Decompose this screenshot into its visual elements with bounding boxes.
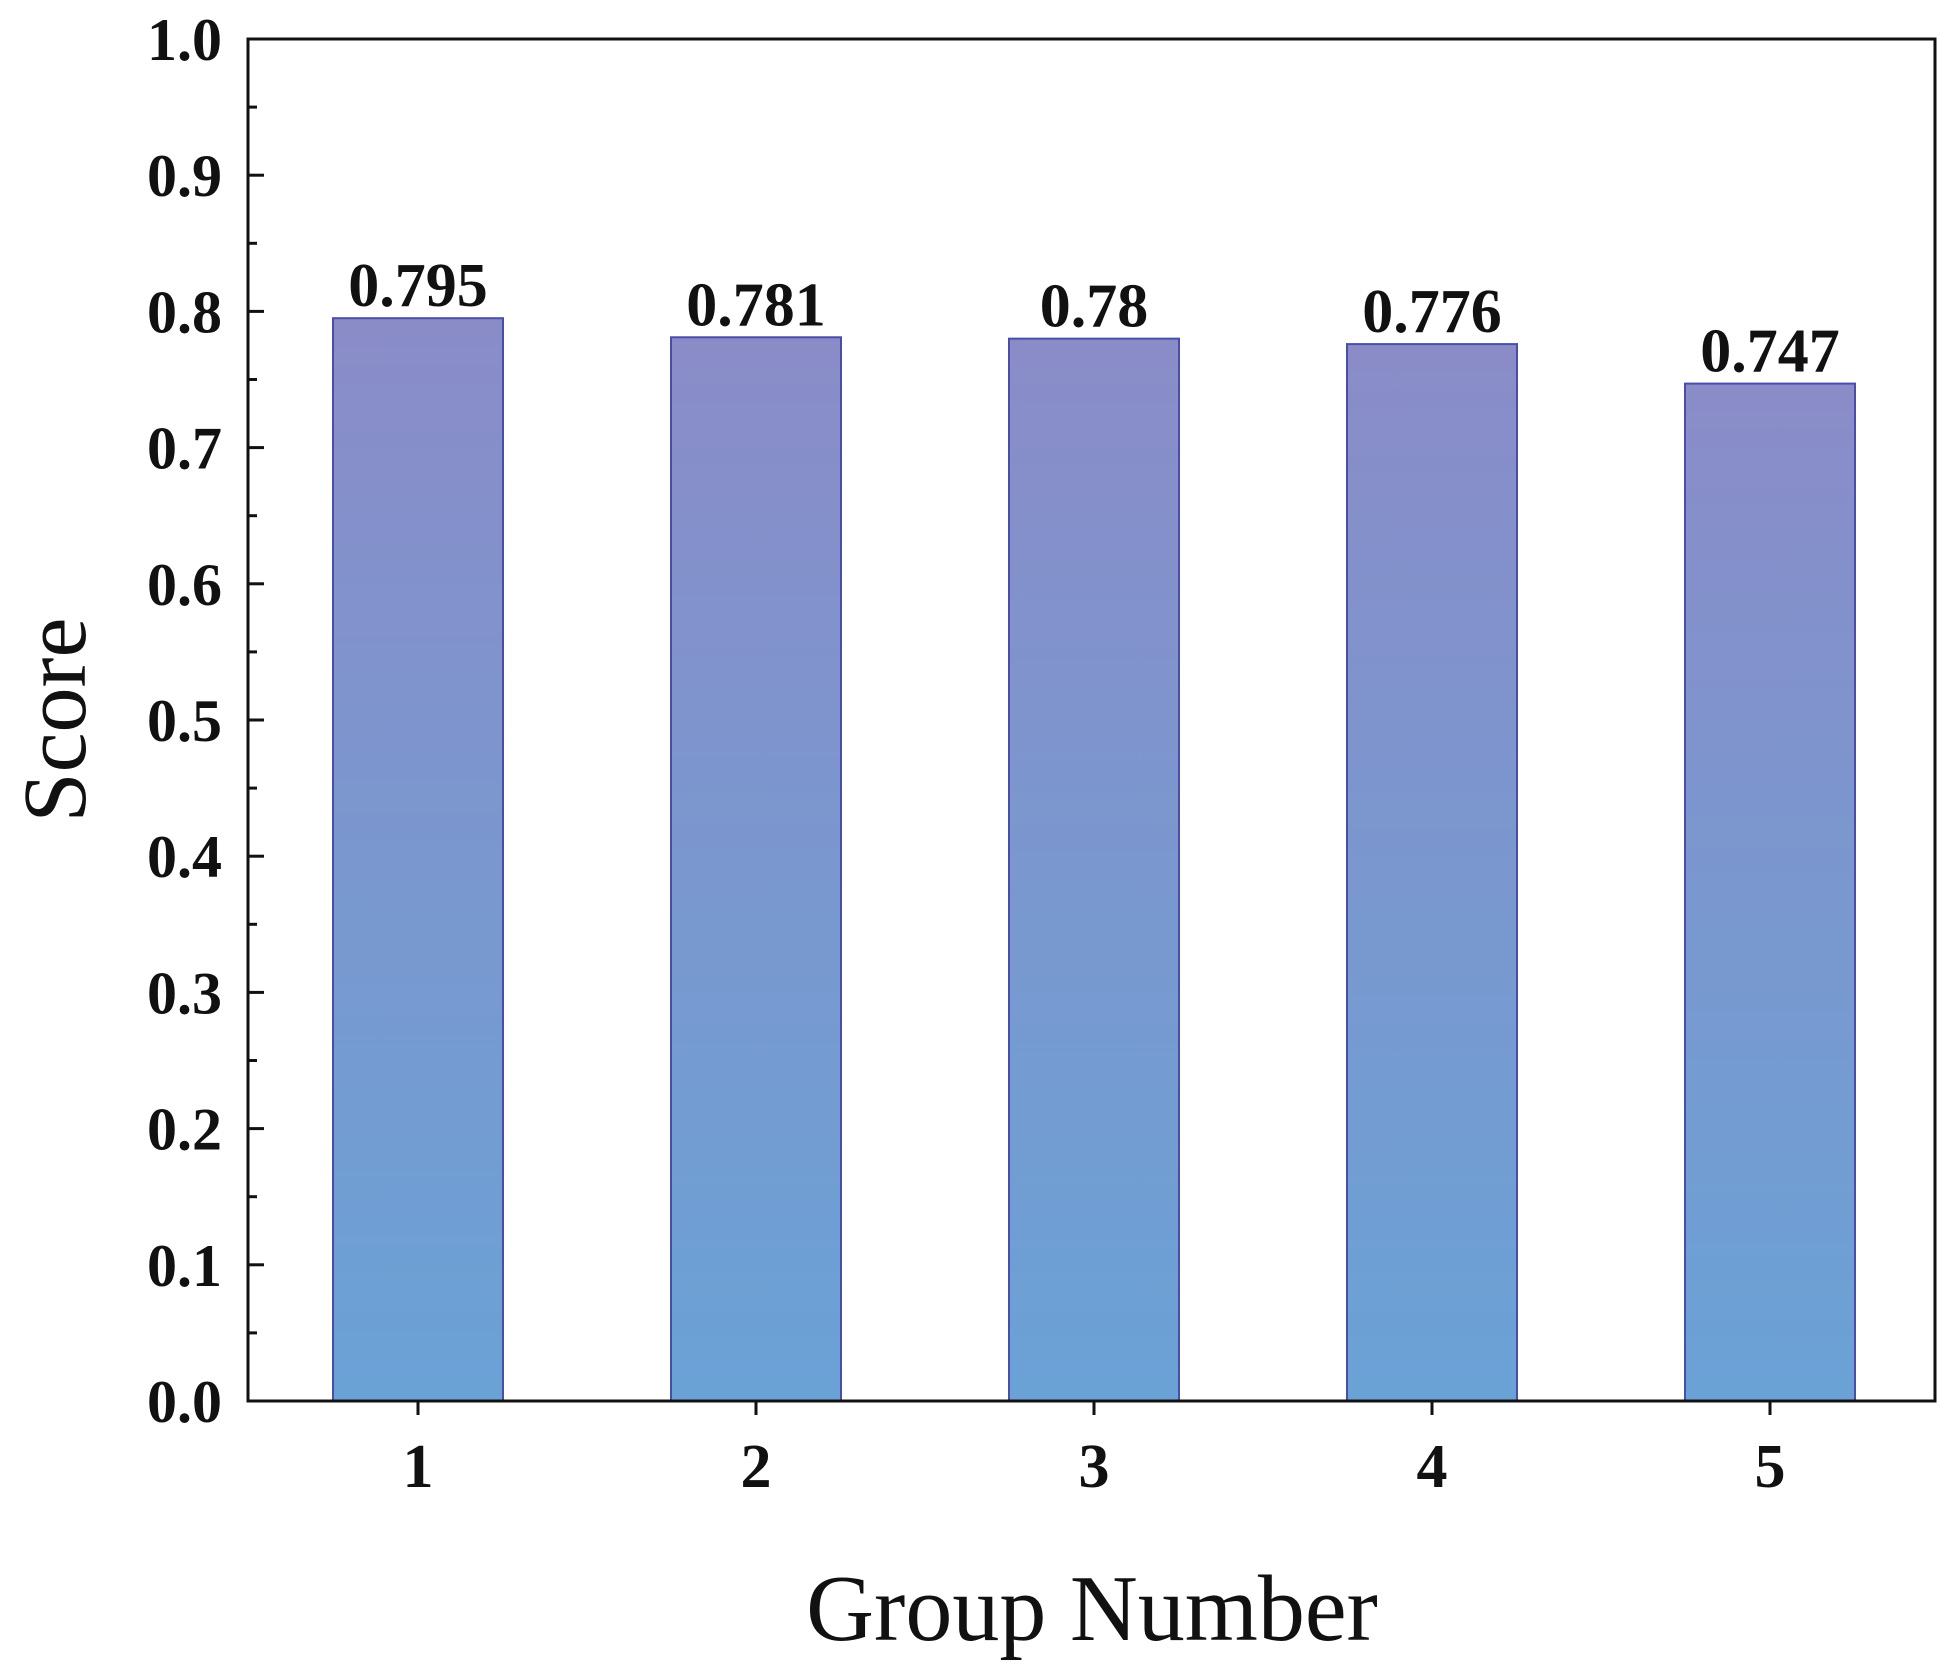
data-label: 0.781	[686, 271, 826, 339]
bar-group-5	[1684, 382, 1856, 1402]
data-label: 0.78	[1040, 273, 1149, 341]
bar-group-3	[1008, 337, 1180, 1402]
bar-group-1	[332, 317, 504, 1403]
y-tick-label: 0.2	[147, 1097, 222, 1163]
y-tick-label: 0.8	[147, 279, 222, 345]
bar-group-2	[670, 336, 842, 1403]
data-label: 0.776	[1362, 278, 1502, 346]
y-tick-label: 0.0	[147, 1369, 222, 1435]
x-tick-label: 2	[741, 1433, 772, 1501]
data-label: 0.747	[1700, 318, 1840, 386]
y-tick-label: 0.7	[147, 416, 222, 482]
bars-layer	[332, 317, 1856, 1403]
x-axis-title: Group Number	[806, 1557, 1378, 1661]
y-tick-label: 0.5	[147, 688, 222, 754]
y-axis-ticks: 0.0 0.1 0.2 0.3 0.4 0.5 0.6 0.7 0.8 0.9 1.0	[147, 7, 264, 1435]
plot-frame	[246, 37, 1937, 1403]
y-axis-title: Score	[6, 618, 105, 823]
bar-group-4	[1346, 343, 1518, 1402]
data-labels-layer: 0.795 0.781 0.78 0.776 0.747	[348, 252, 1840, 385]
y-tick-label: 0.6	[147, 552, 222, 618]
y-tick-label: 0.9	[147, 143, 222, 209]
x-axis-ticks: 1 2 3 4 5	[403, 1401, 1786, 1501]
y-tick-label: 1.0	[147, 7, 222, 73]
y-tick-label: 0.1	[147, 1233, 222, 1299]
x-tick-label: 5	[1755, 1433, 1786, 1501]
x-tick-label: 3	[1079, 1433, 1110, 1501]
y-tick-label: 0.4	[147, 824, 222, 890]
data-label: 0.795	[348, 252, 488, 320]
x-tick-label: 1	[403, 1433, 434, 1501]
y-tick-label: 0.3	[147, 960, 222, 1026]
x-tick-label: 4	[1417, 1433, 1448, 1501]
